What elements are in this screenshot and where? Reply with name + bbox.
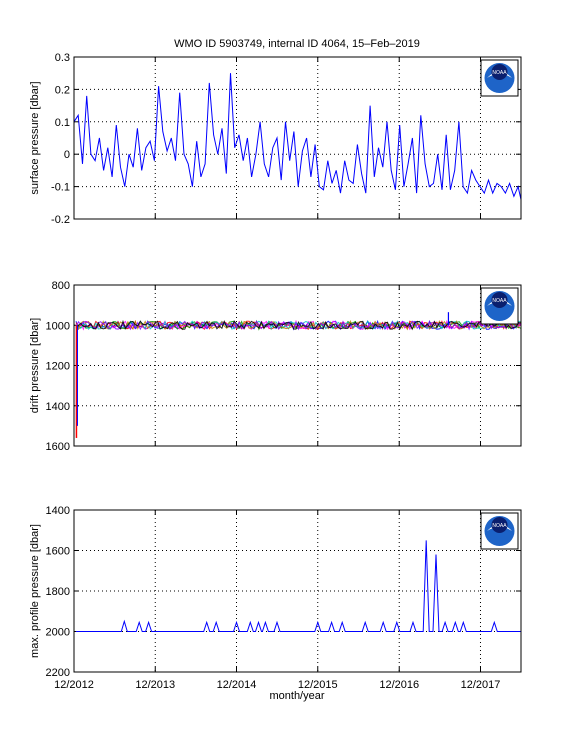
x-tick-label: 12/2012 bbox=[54, 679, 94, 691]
drift-trace bbox=[75, 320, 522, 331]
panel-max-profile-pressure-grid bbox=[73, 510, 521, 672]
panel-surface-pressure-series bbox=[73, 73, 522, 200]
noaa-logo-icon: NOAA bbox=[480, 512, 519, 550]
drift-trace bbox=[75, 319, 522, 331]
panel-surface-pressure-frame bbox=[73, 56, 522, 220]
panel-drift-pressure-grid bbox=[73, 285, 521, 446]
y-tick-label: 2200 bbox=[46, 667, 70, 679]
x-tick-label: 12/2016 bbox=[379, 679, 419, 691]
y-tick-label: -0.2 bbox=[51, 214, 70, 226]
logo-bird bbox=[491, 517, 508, 533]
y-tick-label: 0.2 bbox=[55, 84, 70, 96]
panel-surface-pressure-ticks: -0.2 -0.1 0 0.1 0.2 0.3 bbox=[51, 52, 521, 226]
x-axis-label: month/year bbox=[269, 690, 324, 702]
panel-drift-pressure-series bbox=[75, 312, 522, 438]
y-tick-label: 1400 bbox=[46, 401, 70, 413]
noaa-logo-icon: NOAA bbox=[480, 59, 519, 97]
y-tick-label: 1000 bbox=[46, 320, 70, 332]
x-tick-labels: 12/2012 12/2013 12/2014 12/2015 12/2016 12/20… bbox=[54, 679, 500, 691]
panel-max-profile-pressure-ticks: 1400 1600 1800 2000 2200 bbox=[46, 505, 521, 679]
logo-text: NOAA bbox=[492, 523, 507, 529]
y-tick-label: 0 bbox=[64, 149, 70, 161]
x-tick-label: 12/2015 bbox=[298, 679, 338, 691]
y-tick-label: 0.3 bbox=[55, 52, 70, 64]
x-tick-label: 12/2014 bbox=[217, 679, 257, 691]
panel-surface-pressure-grid bbox=[73, 57, 521, 219]
noaa-logo-icon: NOAA bbox=[480, 287, 519, 325]
y-tick-label: 800 bbox=[52, 280, 70, 292]
y-tick-label: 0.1 bbox=[55, 117, 70, 129]
logo-bird bbox=[491, 64, 508, 80]
y-tick-label: 1400 bbox=[46, 505, 70, 517]
panel-drift-pressure-ylabel: drift pressure [dbar] bbox=[29, 318, 41, 413]
panel-max-profile-pressure: 1400 1600 1800 2000 2200 max. profile pressu… bbox=[29, 505, 522, 679]
figure-title: WMO ID 5903749, internal ID 4064, 15–Feb… bbox=[174, 38, 420, 50]
panel-surface-pressure-ylabel: surface pressure [dbar] bbox=[29, 81, 41, 194]
logo-bird bbox=[491, 292, 508, 308]
y-tick-label: 1600 bbox=[46, 546, 70, 558]
y-tick-label: 1200 bbox=[46, 361, 70, 373]
panel-max-profile-pressure-ylabel: max. profile pressure [dbar] bbox=[29, 524, 41, 658]
series-line bbox=[73, 73, 522, 200]
logo-text: NOAA bbox=[492, 70, 507, 76]
panel-max-profile-pressure-frame bbox=[73, 509, 522, 673]
panel-surface-pressure: -0.2 -0.1 0 0.1 0.2 0.3 surface pressure [dba… bbox=[29, 52, 522, 226]
y-tick-label: 2000 bbox=[46, 627, 70, 639]
y-tick-label: 1600 bbox=[46, 441, 70, 453]
logo-text: NOAA bbox=[492, 298, 507, 304]
series-line bbox=[76, 540, 521, 632]
drift-trace bbox=[75, 319, 522, 331]
x-tick-label: 12/2013 bbox=[135, 679, 175, 691]
panel-drift-pressure-frame bbox=[73, 284, 522, 447]
panel-max-profile-pressure-series bbox=[76, 540, 521, 632]
x-tick-label: 12/2017 bbox=[461, 679, 501, 691]
panel-drift-pressure: 800 1000 1200 1400 1600 drift pressure [dbar… bbox=[29, 280, 522, 453]
y-tick-label: 1800 bbox=[46, 586, 70, 598]
panel-drift-pressure-ticks: 800 1000 1200 1400 1600 bbox=[46, 280, 521, 453]
y-tick-label: -0.1 bbox=[51, 182, 70, 194]
